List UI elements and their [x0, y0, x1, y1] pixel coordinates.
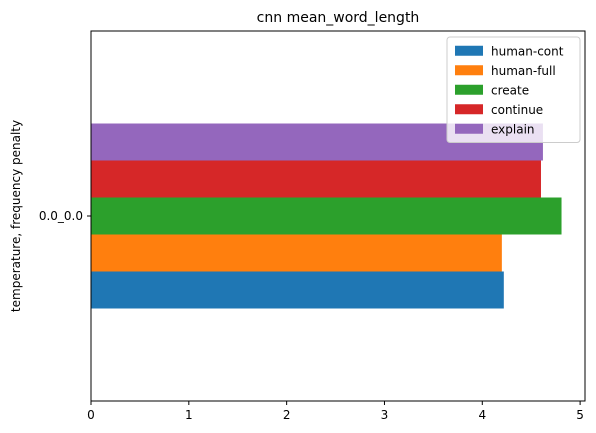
legend-label-continue: continue: [491, 103, 543, 117]
x-ticks: 0 1 2 3 4 5: [87, 401, 584, 422]
legend-label-create: create: [491, 83, 529, 97]
bar-continue-0.0_0.0: [91, 160, 541, 198]
bar-human-cont-0.0_0.0: [91, 271, 504, 309]
y-axis-label: temperature, frequency penalty: [9, 120, 23, 312]
x-tick-label: 5: [576, 408, 584, 422]
y-ticks: 0.0_0.0: [39, 209, 91, 223]
plot-frame: [90, 30, 586, 402]
legend-label-human-cont: human-cont: [491, 44, 564, 58]
legend-swatch-explain: [455, 123, 483, 134]
legend-label-explain: explain: [491, 122, 535, 136]
legend-swatch-continue: [455, 104, 483, 115]
x-tick-label: 4: [478, 408, 486, 422]
legend-swatch-human-cont: [455, 45, 483, 56]
x-tick-label: 0: [87, 408, 95, 422]
legend: human-cont human-full create continue explai…: [446, 36, 581, 143]
bar-human-full-0.0_0.0: [91, 234, 502, 272]
chart-title: cnn mean_word_length: [257, 10, 420, 26]
legend-label-human-full: human-full: [491, 64, 556, 78]
legend-swatch-create: [455, 84, 483, 95]
legend-swatch-human-full: [455, 65, 483, 76]
x-tick-label: 3: [381, 408, 389, 422]
bars-group: [91, 123, 562, 309]
x-tick-label: 2: [283, 408, 291, 422]
bar-create-0.0_0.0: [91, 197, 562, 235]
y-tick-label: 0.0_0.0: [39, 209, 83, 223]
legend-box: [446, 36, 581, 143]
x-tick-label: 1: [185, 408, 193, 422]
